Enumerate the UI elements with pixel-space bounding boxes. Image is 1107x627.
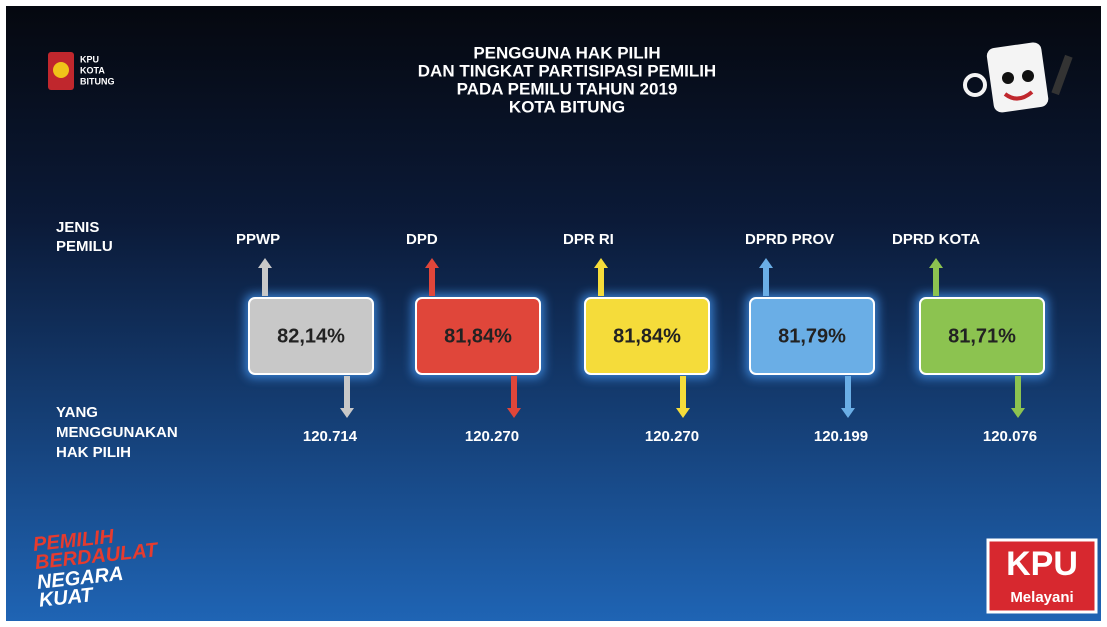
title-line: PENGGUNA HAK PILIH [473,43,660,62]
voters: 120.199 [814,428,868,445]
title-line: PADA PEMILU TAHUN 2019 [457,79,678,98]
item-name: PPWP [236,231,280,248]
kpu-logo [48,52,74,90]
logo-text: BITUNG [80,76,115,86]
percent: 81,84% [613,325,681,347]
title-line: KOTA BITUNG [509,97,625,116]
row-label: PEMILU [56,238,113,255]
percent: 82,14% [277,325,345,347]
row-label: JENIS [56,219,99,236]
row-label: HAK PILIH [56,444,131,461]
badge-text: Melayani [1010,589,1073,606]
item-name: DPR RI [563,231,614,248]
percent: 81,84% [444,325,512,347]
badge-text: KPU [1006,545,1078,583]
percent: 81,71% [948,325,1016,347]
item-name: DPRD PROV [745,231,834,248]
title-line: DAN TINGKAT PARTISIPASI PEMILIH [418,61,716,80]
percent: 81,79% [778,325,846,347]
voters: 120.714 [303,428,358,445]
item-name: DPD [406,231,438,248]
voters: 120.076 [983,428,1037,445]
row-label: MENGGUNAKAN [56,424,178,441]
infographic: KPU KOTA BITUNG PENGGUNA HAK PILIH DAN T… [0,0,1107,627]
logo-text: KPU [80,54,99,64]
voters: 120.270 [465,428,519,445]
row-label: YANG [56,404,98,421]
logo-text: KOTA [80,65,105,75]
item-name: DPRD KOTA [892,231,980,248]
voters: 120.270 [645,428,699,445]
